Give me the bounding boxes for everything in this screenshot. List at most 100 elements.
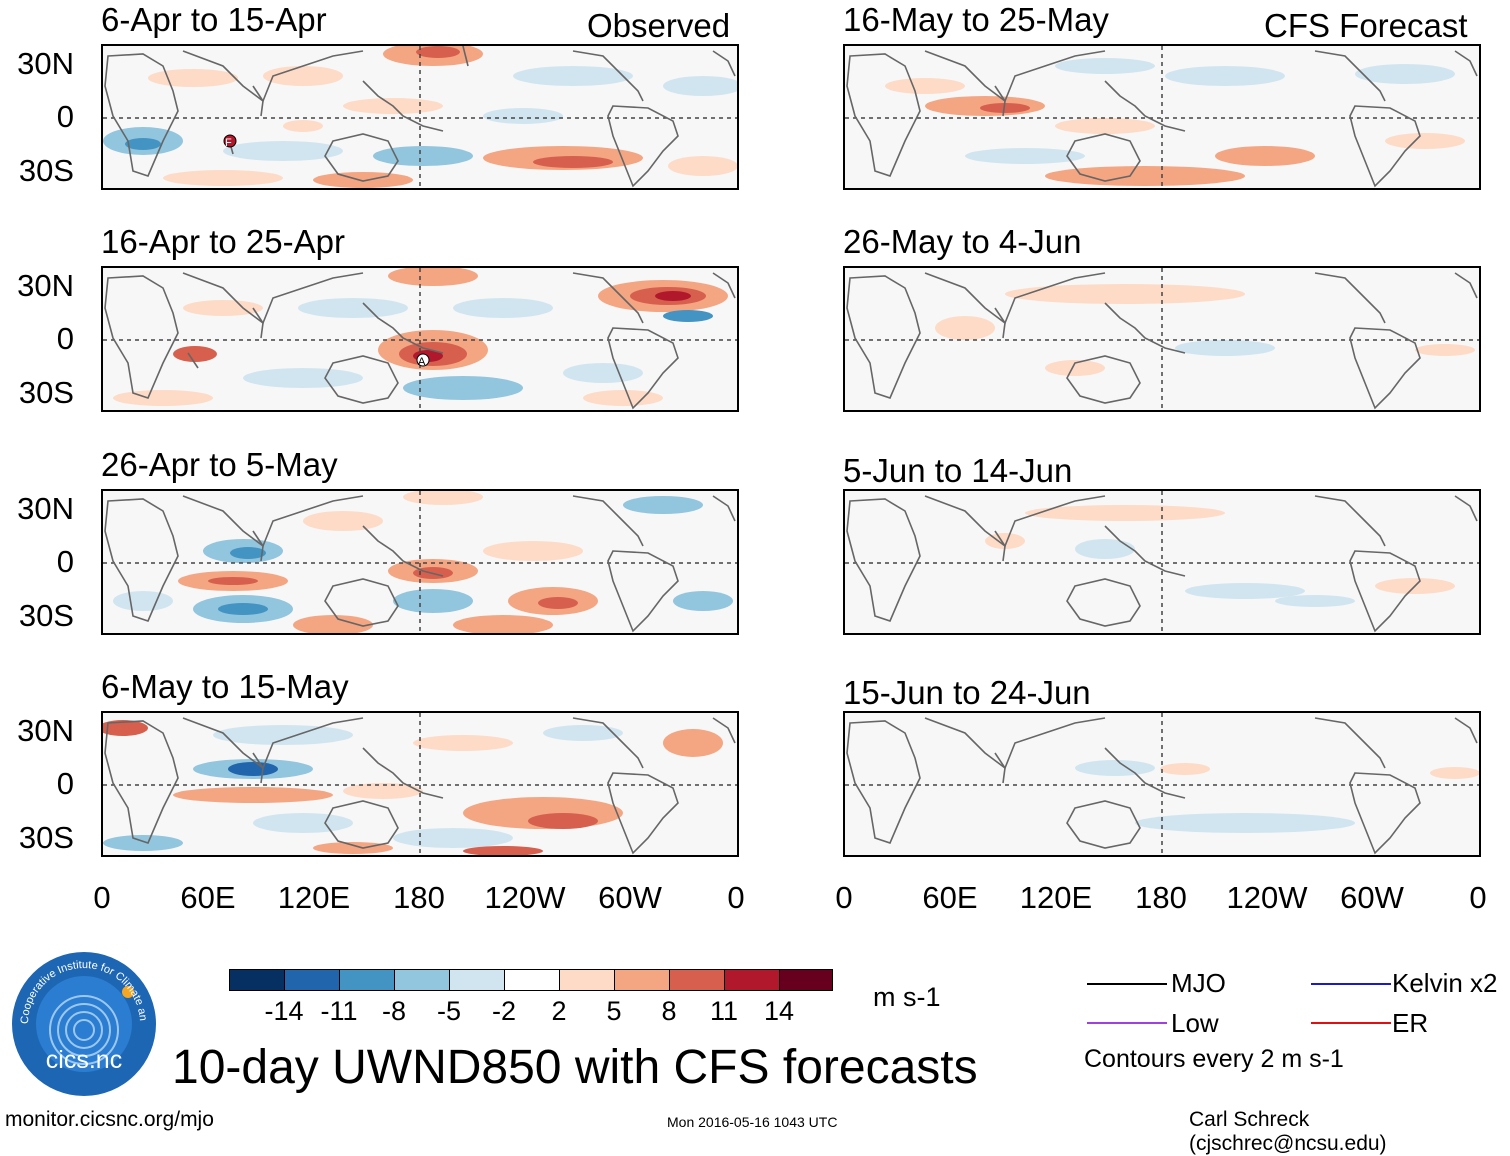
sun-icon <box>122 986 134 998</box>
lat-label-30n: 30N <box>17 491 74 526</box>
map-panel-fcst-3 <box>843 489 1481 635</box>
colorbar-tick: 14 <box>763 996 795 1026</box>
colorbar-swatch <box>449 969 505 991</box>
svg-text:A: A <box>418 356 426 368</box>
colorbar-swatch <box>779 969 833 991</box>
lat-label-30s: 30S <box>18 375 74 410</box>
colorbar-swatch <box>229 969 285 991</box>
colorbar-swatch <box>504 969 560 991</box>
coastlines <box>846 50 1478 188</box>
colorbar-tick: -2 <box>491 996 516 1026</box>
lon-label-0: 0 <box>93 880 111 915</box>
colorbar-tick: -5 <box>436 996 461 1026</box>
footer-credit: Carl Schreck (cjschrec@ncsu.edu) <box>1189 1108 1387 1155</box>
logo-name: cics.nc <box>46 1046 122 1074</box>
lat-label-30s: 30S <box>18 598 74 633</box>
anomaly-shading <box>985 505 1455 607</box>
map-svg <box>845 491 1479 633</box>
anomaly-shading <box>103 720 723 855</box>
footer-timestamp: Mon 2016-05-16 1043 UTC <box>667 1114 838 1130</box>
lon-label-120w: 120W <box>1226 880 1308 915</box>
legend-line-er <box>1311 1022 1391 1024</box>
map-svg <box>845 46 1479 188</box>
map-panel-fcst-1 <box>843 44 1481 190</box>
colorbar-tick: 2 <box>551 996 567 1026</box>
colorbar-swatch <box>669 969 725 991</box>
anomaly-shading <box>113 268 728 406</box>
coastlines <box>104 272 736 410</box>
panel-title-fcst-1: 16-May to 25-May <box>843 1 1109 38</box>
map-panel-obs-4 <box>101 711 739 857</box>
main-title: 10-day UWND850 with CFS forecasts <box>172 1041 978 1094</box>
storm-marker: A <box>416 353 430 368</box>
lon-label-120w: 120W <box>484 880 566 915</box>
panel-title-fcst-4: 15-Jun to 24-Jun <box>843 674 1091 711</box>
map-panel-obs-3 <box>101 489 739 635</box>
anomaly-shading <box>885 58 1465 186</box>
anomaly-shading <box>935 284 1475 376</box>
svg-text:F: F <box>225 137 232 149</box>
lon-label-120e: 120E <box>277 880 351 915</box>
coastlines <box>104 46 736 188</box>
panel-title-obs-4: 6-May to 15-May <box>101 668 349 705</box>
lon-label-60e: 60E <box>922 880 978 915</box>
panel-title-obs-3: 26-Apr to 5-May <box>101 446 338 483</box>
legend-line-low <box>1087 1022 1167 1024</box>
panel-title-fcst-3: 5-Jun to 14-Jun <box>843 452 1073 489</box>
colorbar-tick: -14 <box>264 996 304 1026</box>
footer-url: monitor.cicsnc.org/mjo <box>5 1108 214 1131</box>
coastlines <box>846 272 1478 410</box>
colorbar-units: m s-1 <box>873 982 941 1012</box>
colorbar-tick: 5 <box>606 996 622 1026</box>
colorbar-swatch <box>394 969 450 991</box>
legend-line-mjo <box>1087 983 1167 985</box>
colorbar-swatch <box>559 969 615 991</box>
panel-title-fcst-2: 26-May to 4-Jun <box>843 223 1082 260</box>
legend-label-mjo: MJO <box>1171 968 1226 998</box>
lat-label-eq: 0 <box>56 99 74 134</box>
contour-note: Contours every 2 m s-1 <box>1084 1045 1344 1073</box>
colorbar-tick: -11 <box>320 996 358 1026</box>
legend-label-low: Low <box>1171 1008 1219 1038</box>
lat-label-eq: 0 <box>56 544 74 579</box>
colorbar-tick: 11 <box>709 996 739 1026</box>
lon-label-0-end: 0 <box>727 880 745 915</box>
legend-label-kelvin: Kelvin x2 <box>1392 968 1498 998</box>
map-panel-fcst-2 <box>843 266 1481 412</box>
lat-label-30n: 30N <box>17 713 74 748</box>
coastlines <box>104 717 736 855</box>
lat-label-30s: 30S <box>18 153 74 188</box>
lon-label-0: 0 <box>835 880 853 915</box>
panel-title-obs-1: 6-Apr to 15-Apr <box>101 1 327 38</box>
anomaly-shading <box>1075 760 1479 833</box>
anomaly-shading <box>113 491 733 633</box>
observed-label: Observed <box>587 7 731 44</box>
panel-title-obs-2: 16-Apr to 25-Apr <box>101 223 345 260</box>
map-svg: F <box>103 46 737 188</box>
spiral-icon <box>49 995 119 1065</box>
lon-label-60w: 60W <box>1340 880 1404 915</box>
colorbar-tick: -8 <box>381 996 406 1026</box>
legend-label-er: ER <box>1392 1008 1429 1038</box>
colorbar-swatch <box>614 969 670 991</box>
lon-label-60w: 60W <box>598 880 662 915</box>
lat-label-30n: 30N <box>17 46 74 81</box>
map-svg <box>845 713 1479 855</box>
lat-label-30n: 30N <box>17 268 74 303</box>
lon-label-60e: 60E <box>180 880 236 915</box>
coastlines <box>846 717 1478 855</box>
lat-label-eq: 0 <box>56 766 74 801</box>
coastlines <box>104 495 736 633</box>
colorbar-swatch <box>339 969 395 991</box>
map-svg <box>845 268 1479 410</box>
lon-label-180: 180 <box>1135 880 1187 915</box>
map-svg: A <box>103 268 737 410</box>
coastlines <box>846 495 1478 633</box>
lat-label-eq: 0 <box>56 321 74 356</box>
map-panel-obs-2: A <box>101 266 739 412</box>
map-panel-obs-1: F <box>101 44 739 190</box>
colorbar-tick: 8 <box>661 996 677 1026</box>
legend-line-kelvin <box>1311 983 1391 985</box>
storm-marker: F <box>223 134 237 149</box>
lat-label-30s: 30S <box>18 820 74 855</box>
